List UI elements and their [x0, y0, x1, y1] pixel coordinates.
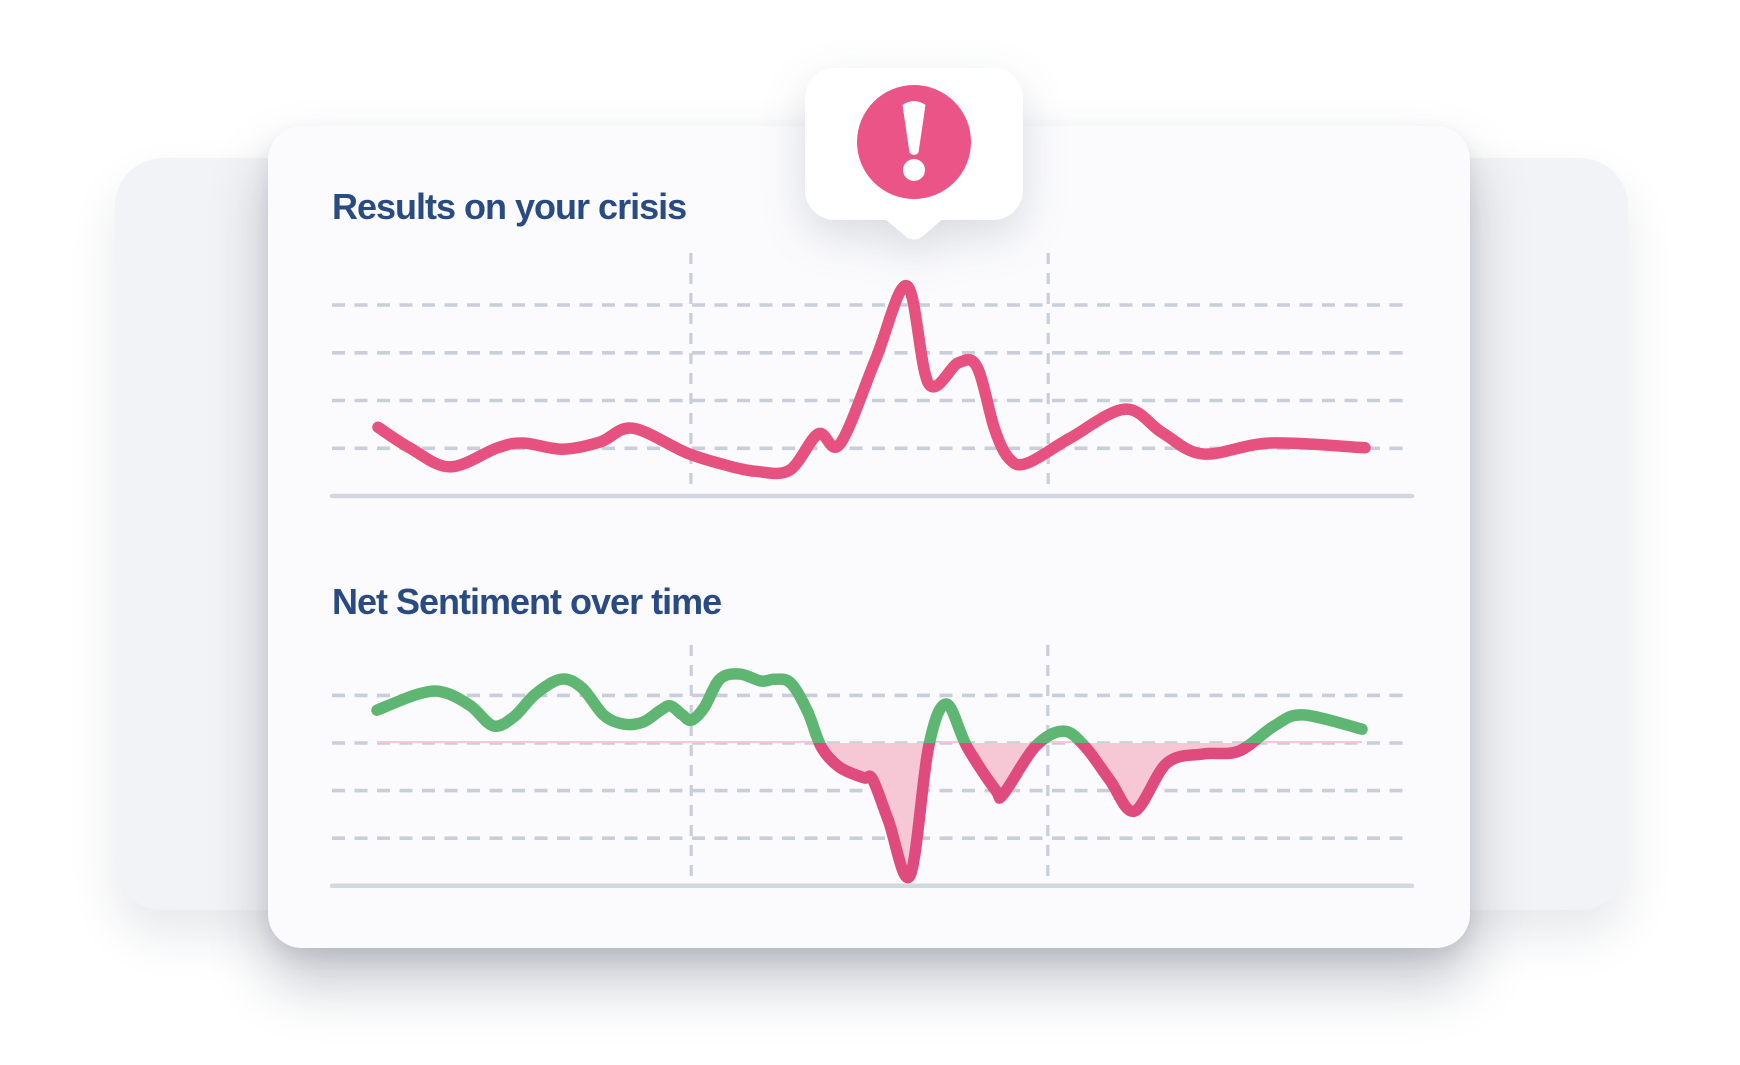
chart-title-sentiment: Net Sentiment over time [332, 581, 722, 622]
sentiment-line-positive [371, 668, 1368, 743]
exclamation-dot [903, 159, 925, 181]
sentiment-line-negative [813, 743, 1262, 884]
sentiment-negative-area [377, 741, 1362, 878]
exclamation-icon [857, 85, 971, 199]
chart-title-results: Results on your crisis [332, 186, 687, 227]
results-line [372, 280, 1371, 480]
exclamation-stem [902, 101, 926, 155]
dashboard-card [268, 126, 1470, 948]
